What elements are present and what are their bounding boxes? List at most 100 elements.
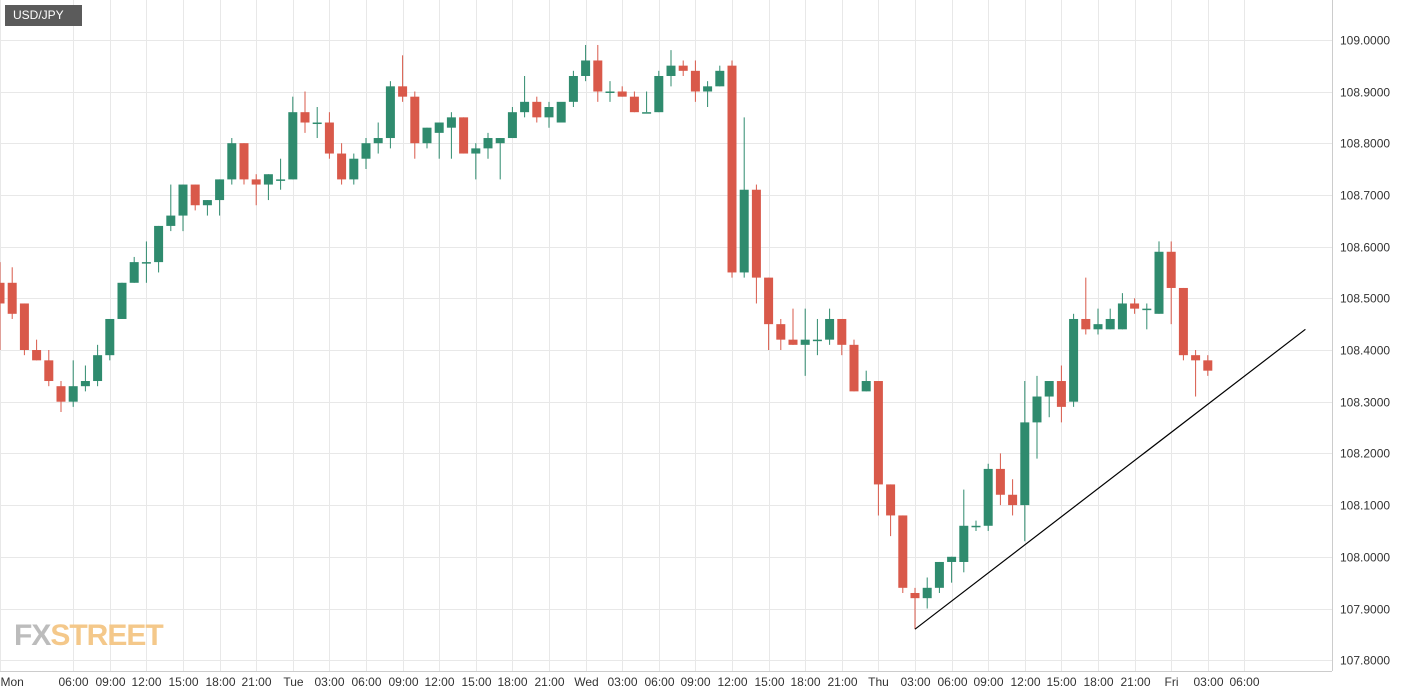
candle-body [276, 179, 286, 181]
candle [886, 484, 896, 537]
candle [520, 75, 530, 118]
candle [776, 318, 786, 350]
candle-body [568, 75, 578, 102]
candle [715, 65, 725, 87]
candle [422, 127, 432, 149]
candle-body [32, 350, 42, 361]
candle-body [483, 138, 493, 149]
candle [7, 267, 17, 319]
candle-body [593, 60, 603, 92]
candle [1105, 308, 1115, 330]
candle [922, 577, 932, 609]
candle [300, 91, 310, 133]
x-tick-label: 15:00 [461, 675, 491, 689]
candle [1117, 293, 1127, 330]
candle-body [1056, 381, 1066, 407]
candle-body [983, 468, 993, 526]
candle-body [459, 117, 469, 154]
y-tick-label: 108.4000 [1340, 344, 1390, 358]
candle-body [898, 515, 908, 588]
candle [1154, 241, 1164, 314]
candle [141, 241, 151, 283]
candle [983, 463, 993, 531]
candle-body [446, 117, 456, 128]
x-tick-label: 15:00 [754, 675, 784, 689]
candle-body [1020, 422, 1030, 506]
candle [581, 44, 591, 82]
x-tick-label: 09:00 [680, 675, 710, 689]
candle [1069, 313, 1079, 407]
x-tick-label: Fri [1165, 675, 1179, 689]
candle [471, 143, 481, 180]
candle [1093, 308, 1103, 335]
candle-body [44, 360, 54, 382]
x-tick-label: 18:00 [497, 675, 527, 689]
candle [995, 453, 1005, 506]
candle-body [337, 153, 347, 180]
candle [629, 91, 639, 113]
symbol-badge[interactable]: USD/JPY [5, 5, 82, 26]
candle-body [1142, 308, 1152, 311]
candle-body [825, 318, 835, 340]
candle-body [56, 386, 66, 402]
candle-body [7, 282, 17, 314]
candle-body [1203, 360, 1213, 371]
candle [690, 60, 700, 102]
candle [361, 138, 371, 170]
y-tick-label: 107.9000 [1340, 603, 1390, 617]
candle [288, 96, 298, 180]
candle-body [215, 179, 225, 201]
candle [605, 81, 615, 102]
candle [593, 44, 603, 102]
candle-body [788, 339, 798, 345]
trendline[interactable] [914, 328, 1306, 630]
candle [642, 91, 652, 114]
candle-body [373, 138, 383, 144]
candle-body [495, 138, 505, 144]
candle-body [227, 143, 237, 180]
candle [934, 561, 944, 593]
candle [385, 81, 395, 149]
candle-body [666, 65, 676, 76]
candle-body [849, 344, 859, 392]
candle-body [422, 127, 432, 144]
x-tick-label: Tue [283, 675, 304, 689]
candle-body [605, 91, 615, 93]
candle-body [544, 107, 554, 118]
candle-body [129, 262, 139, 283]
candle-body [1093, 324, 1103, 330]
x-tick-label: 12:00 [424, 675, 454, 689]
candle [68, 360, 78, 407]
y-tick-label: 108.2000 [1340, 447, 1390, 461]
candle-body [93, 355, 103, 382]
x-tick-label: 06:00 [58, 675, 88, 689]
candle-body [678, 65, 688, 71]
candle-body [312, 122, 322, 125]
candle [239, 143, 249, 185]
candle [739, 117, 749, 278]
candle [1081, 277, 1091, 335]
x-tick-label: 06:00 [644, 675, 674, 689]
candle-body [800, 339, 810, 345]
x-tick-label: Wed [574, 675, 598, 689]
candle-body [471, 148, 481, 154]
candle-body [117, 282, 127, 319]
candle-body [1032, 396, 1042, 423]
candle [532, 96, 542, 123]
candle [800, 308, 810, 376]
x-tick-label: 18:00 [790, 675, 820, 689]
y-tick-label: 108.8000 [1340, 137, 1390, 151]
candle [1056, 365, 1066, 423]
candle-body [166, 215, 176, 226]
candle-body [776, 324, 786, 340]
candle-body [715, 70, 725, 87]
candle-body [654, 75, 664, 113]
x-tick-label: 06:00 [351, 675, 381, 689]
candle-body [995, 468, 1005, 495]
candle-body [812, 339, 822, 342]
candle [446, 112, 456, 159]
candle [324, 112, 334, 159]
candle [837, 318, 847, 356]
candle-body [703, 86, 713, 92]
